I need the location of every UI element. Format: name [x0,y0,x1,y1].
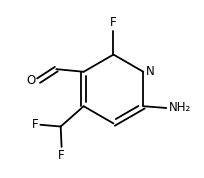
Text: N: N [146,65,154,78]
Text: O: O [26,74,35,87]
Text: F: F [58,149,65,162]
Text: F: F [110,16,117,29]
Text: NH₂: NH₂ [168,101,191,114]
Text: F: F [32,118,38,131]
